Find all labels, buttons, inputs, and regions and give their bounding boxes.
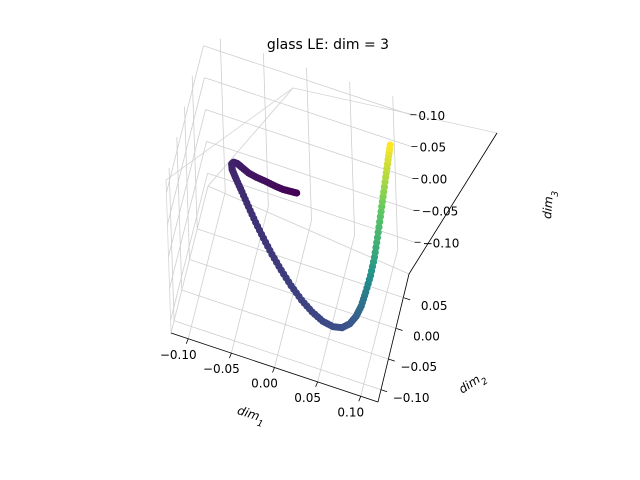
x-tick-mark	[272, 367, 275, 373]
y-tick-mark	[404, 297, 411, 301]
z-grid-left	[170, 173, 208, 321]
z-tick-label: 0.00	[421, 173, 448, 187]
x-tick-label: −0.10	[160, 348, 197, 362]
x-tick-label: 0.00	[251, 377, 278, 391]
scatter-point-fill	[374, 228, 382, 236]
z-grid-back	[205, 109, 413, 179]
x-tick-mark	[185, 338, 189, 344]
z-grid-left	[169, 141, 207, 289]
x-tick-label: 0.05	[294, 391, 321, 405]
chart-title: glass LE: dim = 3	[267, 37, 389, 53]
y-tick-label: −0.10	[393, 391, 430, 405]
y-axis-line	[377, 273, 410, 403]
scatter-point-fill	[376, 218, 384, 226]
y-axis-label: dim2	[456, 369, 490, 401]
y-tick-mark	[388, 358, 395, 362]
y-grid-floor	[173, 320, 382, 391]
z-tick-label: −0.05	[422, 204, 459, 218]
z-grid-back	[203, 45, 411, 116]
z-tick-label: 0.05	[419, 141, 446, 155]
x-tick-mark	[229, 352, 232, 359]
z-tick-label: −0.10	[423, 236, 460, 250]
x-tick-label: −0.05	[203, 362, 240, 376]
x-tick-label: 0.10	[337, 405, 364, 419]
y-tick-mark	[396, 328, 403, 331]
y-grid-floor	[181, 289, 389, 360]
x-axis-label: dim1	[234, 403, 267, 430]
y-tick-label: 0.05	[421, 299, 448, 313]
y-tick-label: 0.00	[413, 330, 440, 344]
scatter-points	[228, 141, 394, 332]
z-axis-label: dim3	[540, 190, 561, 220]
z-grid-left	[168, 109, 206, 257]
scatter-point-fill	[375, 223, 383, 231]
x-tick-mark	[315, 381, 318, 388]
z-axis-line	[408, 132, 498, 275]
z-grid-left	[167, 77, 205, 225]
scatter-point	[373, 233, 382, 242]
x-tick-mark	[358, 396, 362, 402]
y-tick-label: −0.05	[400, 360, 437, 374]
z-grid-back	[206, 140, 414, 211]
z-grid-back	[204, 77, 412, 148]
z-tick-label: 0.10	[418, 109, 445, 123]
axes-ticks: −0.10 −0.05 0.00 0.05 0.10 −0.10 −0.05 0.00 0.05…	[160, 109, 460, 420]
z-grid-left	[166, 45, 204, 193]
y-tick-mark	[380, 389, 388, 393]
scatter-point	[386, 141, 394, 149]
